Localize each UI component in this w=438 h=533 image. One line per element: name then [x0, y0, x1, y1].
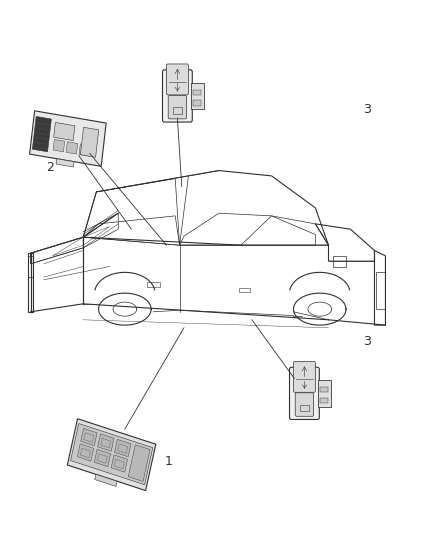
FancyBboxPatch shape — [166, 64, 188, 95]
FancyBboxPatch shape — [162, 70, 192, 122]
Polygon shape — [53, 140, 65, 152]
Polygon shape — [54, 123, 75, 141]
Polygon shape — [56, 159, 74, 167]
Text: 1: 1 — [164, 455, 172, 467]
Bar — [191, 83, 204, 109]
Polygon shape — [78, 444, 94, 461]
Polygon shape — [128, 445, 150, 481]
Bar — [333, 256, 346, 266]
FancyBboxPatch shape — [290, 367, 319, 419]
Bar — [320, 387, 328, 392]
Polygon shape — [98, 434, 114, 451]
Bar — [193, 100, 201, 106]
Bar — [318, 380, 331, 407]
Polygon shape — [81, 429, 97, 446]
Polygon shape — [30, 111, 106, 166]
Text: 3: 3 — [364, 103, 371, 116]
FancyBboxPatch shape — [293, 361, 315, 392]
Bar — [28, 253, 33, 312]
Polygon shape — [111, 455, 127, 472]
Polygon shape — [67, 419, 156, 490]
Polygon shape — [115, 439, 131, 457]
Polygon shape — [79, 144, 91, 156]
Bar — [173, 107, 182, 114]
Bar — [239, 288, 250, 292]
Bar — [147, 282, 160, 287]
FancyBboxPatch shape — [168, 95, 187, 119]
Text: 2: 2 — [46, 161, 54, 174]
Polygon shape — [32, 117, 51, 152]
Polygon shape — [94, 449, 111, 467]
Bar — [193, 90, 201, 95]
Polygon shape — [71, 424, 153, 484]
Bar — [320, 398, 328, 403]
Polygon shape — [81, 127, 99, 157]
Polygon shape — [66, 142, 78, 154]
Polygon shape — [95, 474, 117, 487]
Bar — [300, 405, 309, 411]
Bar — [28, 256, 33, 277]
FancyBboxPatch shape — [295, 393, 314, 416]
Text: 3: 3 — [364, 335, 371, 348]
Bar — [376, 272, 385, 309]
